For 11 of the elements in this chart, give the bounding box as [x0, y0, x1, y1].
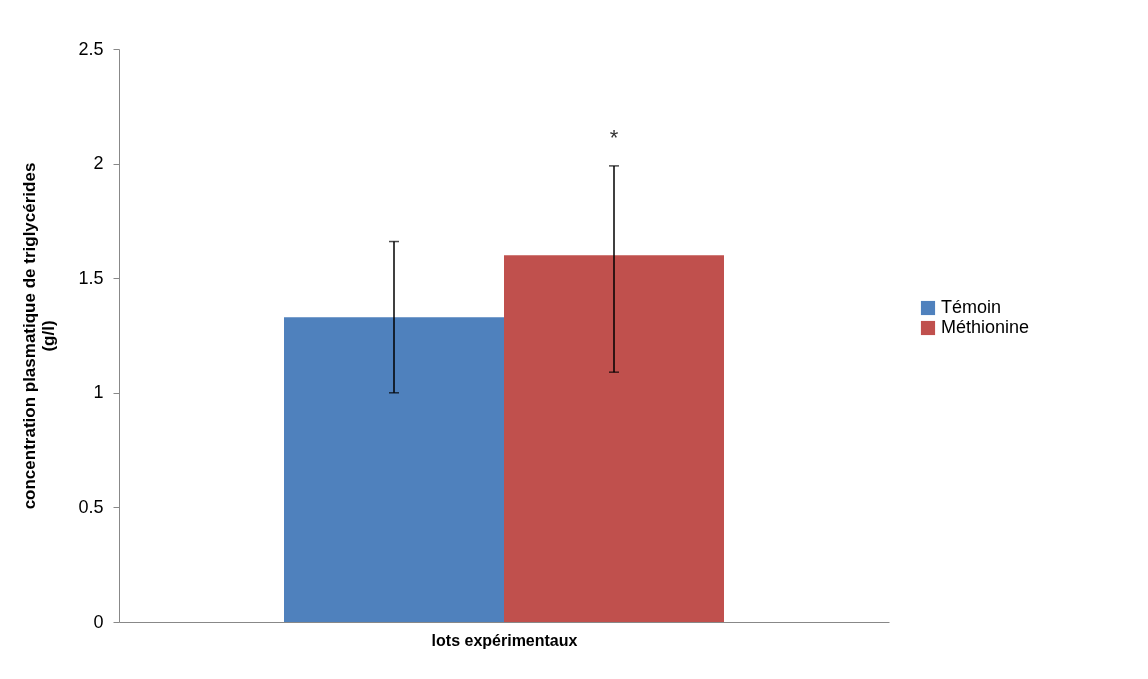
x-axis-title: lots expérimentaux: [431, 631, 578, 649]
y-axis-title: concentration plasmatique de triglycérides (g/l): [20, 162, 59, 510]
legend-label: Méthionine: [941, 317, 1030, 337]
y-tick-label: 1.5: [78, 267, 104, 288]
annotation: *: [609, 124, 619, 150]
y-tick-label: 1: [93, 382, 104, 403]
y-tick-label: 0: [93, 611, 104, 632]
y-tick-label: 2.5: [78, 38, 104, 59]
y-tick-label: 2: [93, 153, 104, 174]
legend-label: Témoin: [941, 297, 1002, 317]
y-tick-label: 0.5: [78, 496, 104, 517]
